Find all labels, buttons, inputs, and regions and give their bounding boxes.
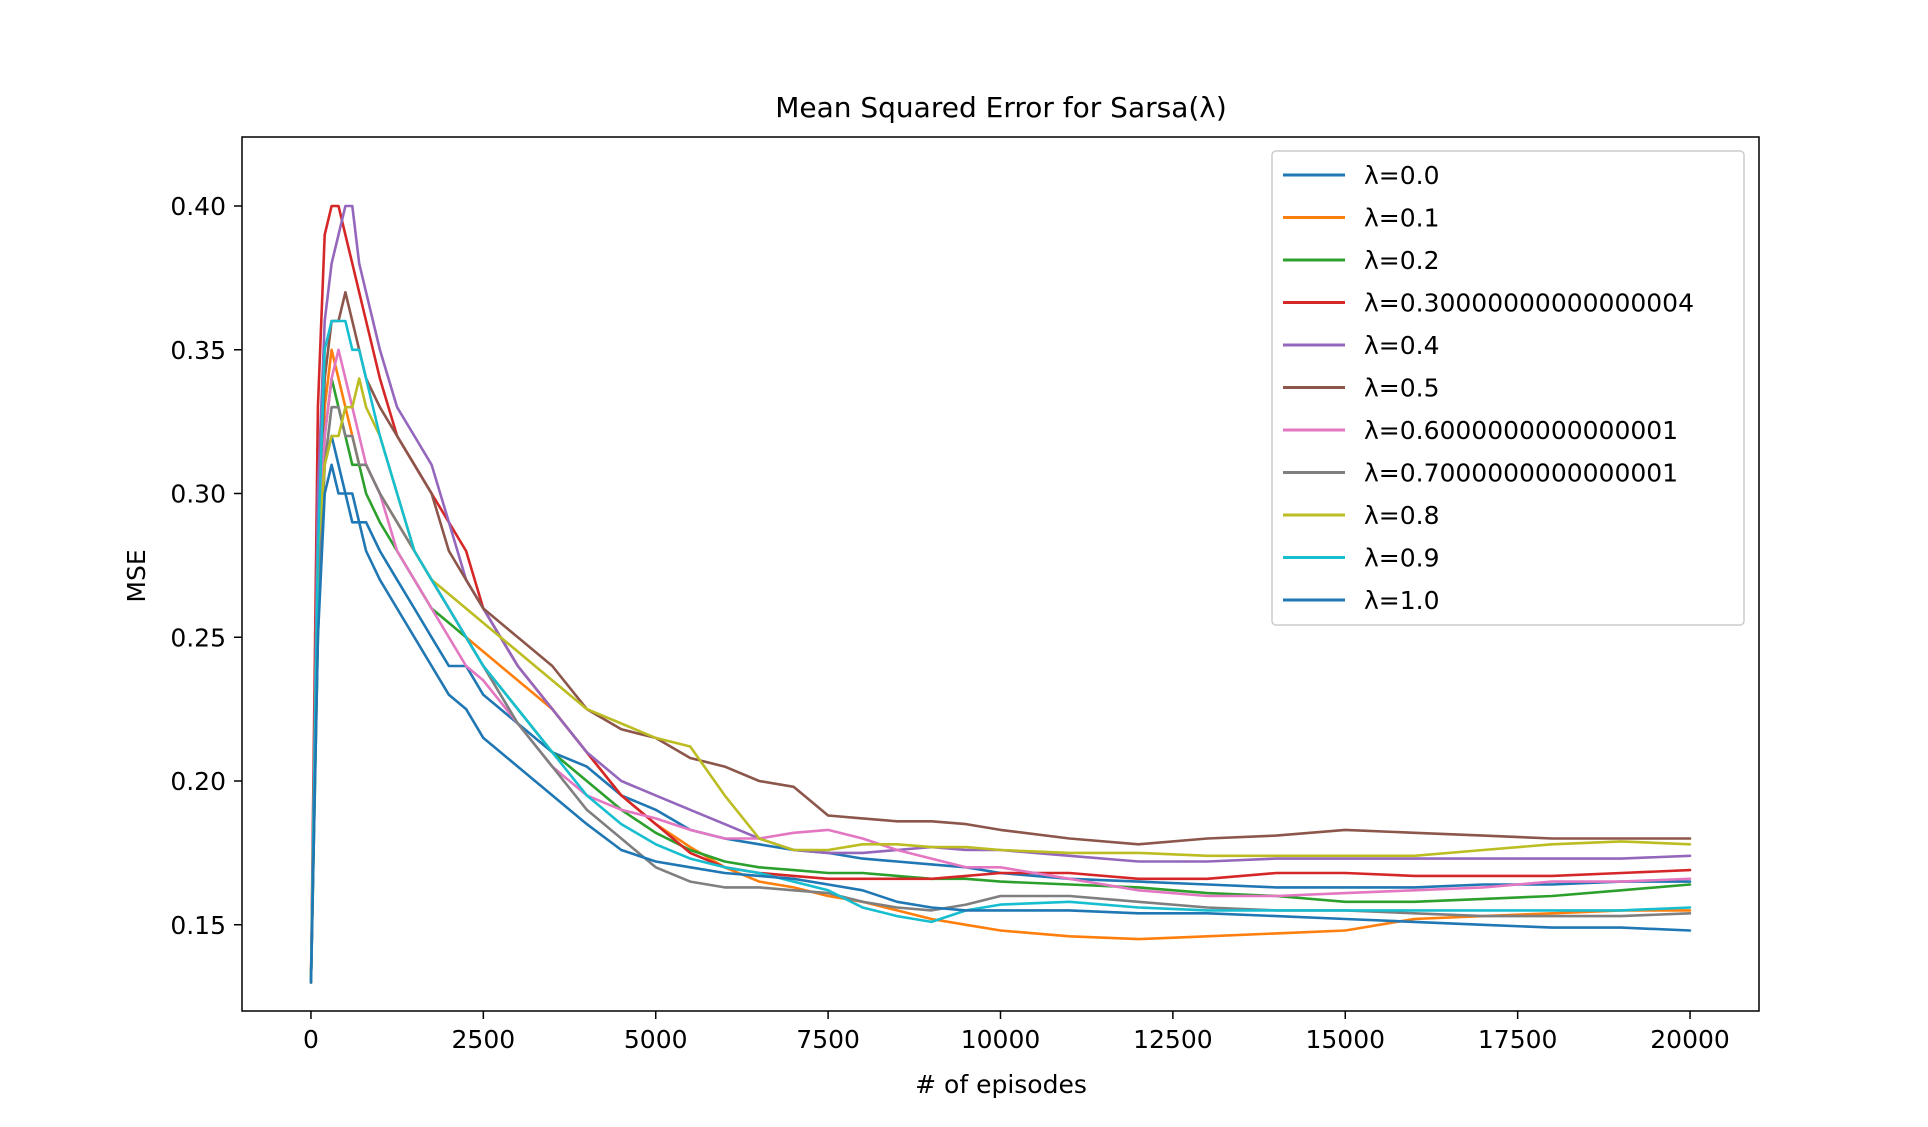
series-line-6 bbox=[309, 348, 1692, 984]
legend-label-10: λ=1.0 bbox=[1364, 586, 1440, 615]
legend: λ=0.0 λ=0.1 λ=0.2 λ=0.30000000000000004 λ=0.… bbox=[1271, 150, 1745, 626]
ticks-layer: 0 2500 5000 7500 10000 12500 15000 17500 20000 0.… bbox=[170, 192, 1729, 1054]
x-tick-label: 7500 bbox=[796, 1025, 860, 1054]
legend-label-1: λ=0.1 bbox=[1364, 204, 1440, 233]
y-tick-label: 0.40 bbox=[170, 192, 226, 221]
y-tick-label: 0.25 bbox=[170, 623, 226, 652]
y-tick-label: 0.15 bbox=[170, 911, 226, 940]
x-tick-label: 0 bbox=[303, 1025, 319, 1054]
x-tick-label: 15000 bbox=[1306, 1025, 1386, 1054]
x-tick-label: 17500 bbox=[1478, 1025, 1558, 1054]
x-tick-label: 10000 bbox=[961, 1025, 1041, 1054]
chart-title: Mean Squared Error for Sarsa(λ) bbox=[775, 91, 1227, 124]
series-line-9 bbox=[309, 319, 1692, 984]
y-tick-label: 0.20 bbox=[170, 767, 226, 796]
legend-label-5: λ=0.5 bbox=[1364, 374, 1440, 403]
x-axis-label: # of episodes bbox=[915, 1070, 1087, 1099]
series-line-0 bbox=[309, 434, 1692, 984]
legend-label-3: λ=0.30000000000000004 bbox=[1364, 289, 1694, 318]
legend-label-6: λ=0.6000000000000001 bbox=[1364, 416, 1678, 445]
y-tick-label: 0.35 bbox=[170, 336, 226, 365]
series-line-10 bbox=[309, 463, 1692, 984]
legend-label-9: λ=0.9 bbox=[1364, 544, 1440, 573]
legend-label-8: λ=0.8 bbox=[1364, 501, 1440, 530]
series-line-2 bbox=[309, 377, 1692, 984]
legend-box bbox=[1271, 150, 1745, 626]
x-tick-label: 12500 bbox=[1133, 1025, 1213, 1054]
legend-label-4: λ=0.4 bbox=[1364, 331, 1440, 360]
legend-label-0: λ=0.0 bbox=[1364, 161, 1440, 190]
x-tick-label: 2500 bbox=[452, 1025, 516, 1054]
y-axis-label: MSE bbox=[122, 549, 151, 602]
plot-frame bbox=[241, 136, 1760, 1012]
x-tick-label: 5000 bbox=[624, 1025, 688, 1054]
series-line-3 bbox=[309, 204, 1692, 984]
x-tick-label: 20000 bbox=[1650, 1025, 1730, 1054]
legend-label-7: λ=0.7000000000000001 bbox=[1364, 459, 1678, 488]
series-line-8 bbox=[309, 377, 1692, 984]
legend-label-2: λ=0.2 bbox=[1364, 246, 1440, 275]
y-tick-label: 0.30 bbox=[170, 480, 226, 509]
legend-items: λ=0.0 λ=0.1 λ=0.2 λ=0.30000000000000004 λ=0.… bbox=[1283, 161, 1694, 615]
series-layer bbox=[309, 204, 1692, 984]
series-line-7 bbox=[309, 405, 1692, 984]
series-line-4 bbox=[309, 204, 1692, 984]
